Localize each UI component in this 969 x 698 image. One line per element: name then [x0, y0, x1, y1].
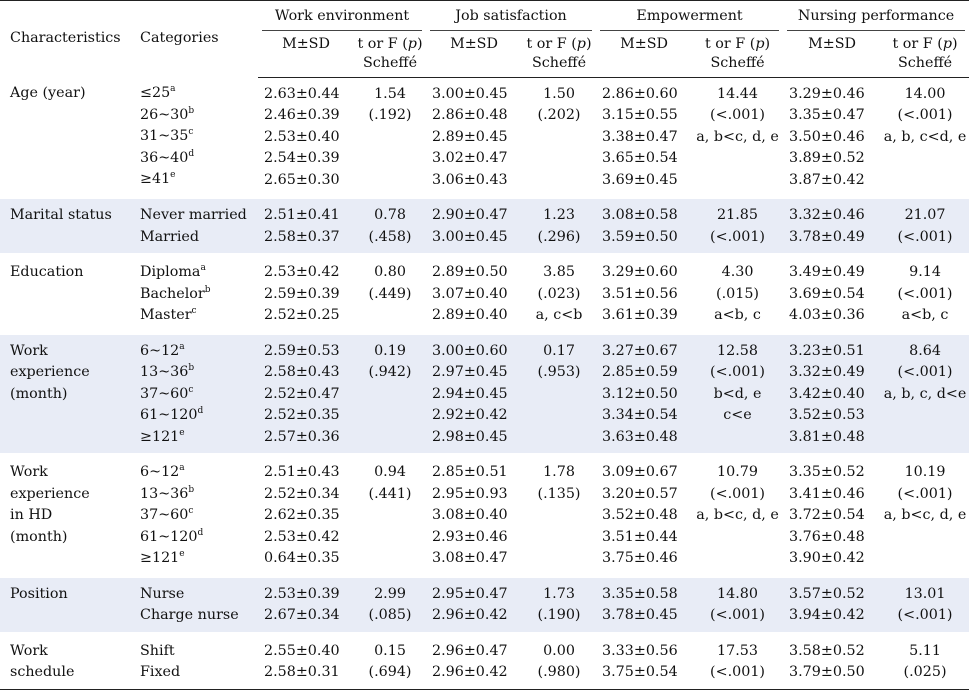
- header-work-environment: Work environment: [258, 0, 426, 33]
- nursing-performance-stat: 14.00 (<.001) a, b, c<d, e: [883, 85, 967, 145]
- header-job-satisfaction: Job satisfaction: [426, 0, 597, 33]
- table-row: Work schedule Shift Fixed 2.55±0.40 2.58±0.31…: [0, 631, 969, 690]
- nursing-performance-stat: 10.19 (<.001) a, b<c, d, e: [881, 453, 969, 576]
- header-categories: Categories: [130, 0, 258, 77]
- header-stat: t or F (p) Scheffé: [692, 32, 784, 78]
- work-environment-stat: 0.94 (.441): [354, 453, 426, 576]
- job-satisfaction-msd: 2.90±0.47 3.00±0.45: [426, 196, 522, 255]
- characteristic-cell: Position: [0, 574, 130, 633]
- work-environment-stat: 1.54 (.192): [368, 85, 412, 124]
- empowerment-stat: 4.30 (.015) a<b, c: [692, 253, 784, 333]
- table-row: Position Nurse Charge nurse 2.53±0.39 2.67±0…: [0, 574, 969, 633]
- work-environment-msd: 2.63±0.44 2.46±0.39 2.53±0.40 2.54±0.39 2.65…: [264, 85, 340, 188]
- empowerment-stat: 14.80 (<.001): [692, 574, 784, 633]
- empowerment-stat: 17.53 (<.001): [692, 631, 784, 690]
- empowerment-msd: 3.35±0.58 3.78±0.45: [596, 574, 693, 633]
- characteristic-cell: Work experience (month): [0, 331, 130, 455]
- nursing-performance-msd: 3.49±0.49 3.69±0.54 4.03±0.36: [783, 253, 882, 333]
- header-msd: M±SD: [596, 32, 693, 78]
- category-cell: Never married Married: [130, 196, 258, 255]
- category-cell: Shift Fixed: [130, 631, 258, 690]
- job-satisfaction-msd: 2.89±0.50 3.07±0.40 2.89±0.40: [426, 253, 522, 333]
- header-stat: t or F (p) Scheffé: [522, 32, 597, 78]
- header-stat: t or F (p) Scheffé: [354, 32, 426, 78]
- empowerment-msd: 3.33±0.56 3.75±0.54: [596, 631, 693, 690]
- nursing-performance-stat: 9.14 (<.001) a<b, c: [881, 253, 969, 333]
- category-cell: 6~12a 13~36b 37~60c 61~120d ≥121e: [130, 453, 258, 576]
- empowerment-stat: 10.79 (<.001) a, b<c, d, e: [692, 453, 784, 576]
- job-satisfaction-stat: 1.78 (.135): [522, 453, 597, 576]
- job-satisfaction-msd: 2.96±0.47 2.96±0.42: [426, 631, 522, 690]
- nursing-performance-stat: 21.07 (<.001): [881, 196, 969, 255]
- work-environment-msd: 2.53±0.42 2.59±0.39 2.52±0.25: [258, 253, 354, 333]
- empowerment-stat: 21.85 (<.001): [692, 196, 784, 255]
- nursing-performance-stat: 5.11 (.025): [881, 631, 969, 690]
- job-satisfaction-stat: 1.73 (.190): [522, 574, 597, 633]
- table-row: Education Diplomaa Bachelorb Masterc 2.53±0.…: [0, 253, 969, 333]
- header-stat: t or F (p) Scheffé: [881, 32, 969, 78]
- job-satisfaction-stat: 1.50 (.202): [537, 85, 581, 124]
- table-row: Marital status Never married Married 2.51±0…: [0, 196, 969, 255]
- characteristic-cell: Work schedule: [0, 631, 130, 690]
- category-cell: Nurse Charge nurse: [130, 574, 258, 633]
- nursing-performance-msd: 3.57±0.52 3.94±0.42: [783, 574, 882, 633]
- job-satisfaction-msd: 3.00±0.60 2.97±0.45 2.94±0.45 2.92±0.42 2.98…: [426, 331, 522, 455]
- job-satisfaction-msd: 2.85±0.51 2.95±0.93 3.08±0.40 2.93±0.46 3.08…: [426, 453, 522, 576]
- nursing-performance-msd: 3.29±0.46 3.35±0.47 3.50±0.46 3.89±0.52 3.87…: [789, 85, 865, 188]
- nursing-performance-stat: 8.64 (<.001) a, b, c, d<e: [881, 331, 969, 455]
- empowerment-msd: 3.29±0.60 3.51±0.56 3.61±0.39: [596, 253, 693, 333]
- header-msd: M±SD: [258, 32, 354, 78]
- work-environment-msd: 2.51±0.41 2.58±0.37: [258, 196, 354, 255]
- header-nursing-performance: Nursing performance: [783, 0, 969, 33]
- work-environment-stat: 0.19 (.942): [354, 331, 426, 455]
- job-satisfaction-msd: 3.00±0.45 2.86±0.48 2.89±0.45 3.02±0.47 3.06…: [432, 85, 508, 188]
- category-cell: ≤25a 26~30b 31~35c 36~40d ≥41e: [140, 84, 195, 188]
- work-environment-msd: 2.55±0.40 2.58±0.31: [258, 631, 354, 690]
- job-satisfaction-stat: 0.17 (.953): [522, 331, 597, 455]
- characteristic-cell: Education: [0, 253, 130, 333]
- nursing-performance-stat: 13.01 (<.001): [881, 574, 969, 633]
- empowerment-msd: 2.86±0.60 3.15±0.55 3.38±0.47 3.65±0.54 3.69…: [602, 85, 678, 188]
- job-satisfaction-stat: 1.23 (.296): [522, 196, 597, 255]
- work-environment-stat: 0.78 (.458): [354, 196, 426, 255]
- work-environment-stat: 0.80 (.449): [354, 253, 426, 333]
- job-satisfaction-stat: 0.00 (.980): [522, 631, 597, 690]
- job-satisfaction-msd: 2.95±0.47 2.96±0.42: [426, 574, 522, 633]
- category-cell: 6~12a 13~36b 37~60c 61~120d ≥121e: [130, 331, 258, 455]
- work-environment-msd: 2.51±0.43 2.52±0.34 2.62±0.35 2.53±0.42 0.64…: [258, 453, 354, 576]
- characteristic-cell: Marital status: [0, 196, 130, 255]
- nursing-performance-msd: 3.58±0.52 3.79±0.50: [783, 631, 882, 690]
- empowerment-stat: 12.58 (<.001) b<d, e c<e: [692, 331, 784, 455]
- table-row: Age (year) ≤25a 26~30b 31~35c 36~40d ≥41e 2.63…: [0, 77, 969, 198]
- work-environment-stat: 0.15 (.694): [354, 631, 426, 690]
- empowerment-msd: 3.08±0.58 3.59±0.50: [596, 196, 693, 255]
- nursing-performance-msd: 3.23±0.51 3.32±0.49 3.42±0.40 3.52±0.53 3.81…: [783, 331, 882, 455]
- table-row: Work experience in HD (month) 6~12a 13~36b 37~…: [0, 453, 969, 576]
- nursing-performance-msd: 3.35±0.52 3.41±0.46 3.72±0.54 3.76±0.48 3.90…: [783, 453, 882, 576]
- header-msd: M±SD: [783, 32, 882, 78]
- category-cell: Diplomaa Bachelorb Masterc: [130, 253, 258, 333]
- empowerment-stat: 14.44 (<.001) a, b<c, d, e: [696, 85, 779, 145]
- work-environment-msd: 2.59±0.53 2.58±0.43 2.52±0.47 2.52±0.35 2.57…: [258, 331, 354, 455]
- characteristic-cell: Work experience in HD (month): [0, 453, 130, 576]
- header-empowerment: Empowerment: [596, 0, 784, 33]
- work-environment-msd: 2.53±0.39 2.67±0.34: [258, 574, 354, 633]
- work-environment-stat: 2.99 (.085): [354, 574, 426, 633]
- table-row: Work experience (month) 6~12a 13~36b 37~60c 61…: [0, 331, 969, 455]
- characteristic-cell: Age (year): [10, 85, 86, 101]
- header-msd: M±SD: [426, 32, 522, 78]
- empowerment-msd: 3.09±0.67 3.20±0.57 3.52±0.48 3.51±0.44 3.75…: [596, 453, 693, 576]
- nursing-performance-msd: 3.32±0.46 3.78±0.49: [783, 196, 882, 255]
- job-satisfaction-stat: 3.85 (.023) a, c<b: [522, 253, 597, 333]
- header-characteristics: Characteristics: [0, 0, 130, 77]
- empowerment-msd: 3.27±0.67 2.85±0.59 3.12±0.50 3.34±0.54 3.63…: [596, 331, 693, 455]
